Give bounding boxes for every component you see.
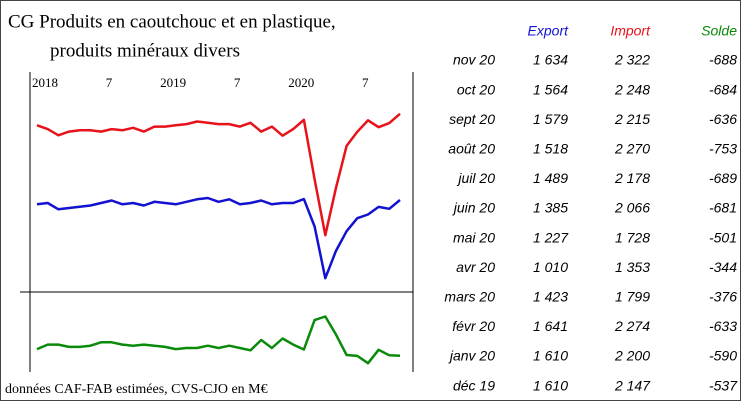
table-cell: 2 215 [614, 111, 650, 127]
row-label: août 20 [448, 141, 495, 157]
table-cell: -681 [709, 200, 737, 216]
row-label: févr 20 [452, 318, 495, 334]
row-label: janv 20 [448, 348, 495, 364]
x-tick-label: 7 [362, 75, 369, 90]
row-label: mars 20 [444, 289, 495, 305]
series-line [36, 112, 401, 237]
table-cell: -753 [709, 141, 737, 157]
table-cell: 1 423 [533, 289, 568, 305]
row-label: mai 20 [453, 229, 495, 245]
row-label: juil 20 [456, 170, 495, 186]
table-cell: -636 [709, 111, 737, 127]
table-cell: 2 274 [614, 318, 650, 334]
table-cell: 1 564 [533, 81, 568, 97]
series-line [36, 196, 401, 280]
table-cell: 2 147 [614, 377, 651, 393]
table-cell: -689 [709, 170, 737, 186]
chart-title: CG Produits en caoutchouc et en plastiqu… [8, 11, 336, 32]
x-tick-label: 7 [106, 75, 113, 90]
row-label: avr 20 [456, 259, 495, 275]
table-cell: -501 [709, 229, 737, 245]
row-label: juin 20 [452, 200, 495, 216]
x-tick-label: 7 [234, 75, 241, 90]
table-cell: 2 178 [614, 170, 650, 186]
table-cell: 1 610 [533, 377, 568, 393]
table-cell: -633 [709, 318, 737, 334]
table-cell: 1 010 [533, 259, 568, 275]
table-cell: -344 [709, 259, 737, 275]
table-cell: -688 [709, 52, 737, 68]
column-header: Solde [701, 23, 737, 39]
x-tick-label: 2019 [160, 75, 186, 90]
table-cell: 1 227 [533, 229, 569, 245]
table-cell: 1 799 [615, 289, 650, 305]
row-label: sept 20 [449, 111, 495, 127]
table-cell: 1 518 [533, 141, 568, 157]
table-cell: -590 [709, 348, 737, 364]
footnote: données CAF-FAB estimées, CVS-CJO en M€ [5, 382, 268, 397]
table-cell: 1 385 [533, 200, 568, 216]
table-cell: 1 634 [533, 52, 568, 68]
series-line [36, 315, 401, 365]
column-header: Import [610, 23, 651, 39]
table-cell: 1 579 [533, 111, 568, 127]
column-header: Export [528, 23, 570, 39]
table-cell: 1 353 [615, 259, 650, 275]
table-cell: 2 200 [614, 348, 650, 364]
row-label: nov 20 [453, 52, 495, 68]
table-cell: 1 728 [615, 229, 650, 245]
table-cell: 1 489 [533, 170, 568, 186]
table-cell: 2 248 [614, 81, 650, 97]
table-cell: 1 641 [533, 318, 568, 334]
table-cell: 1 610 [533, 348, 568, 364]
chart-title: produits minéraux divers [50, 40, 240, 61]
table-cell: -684 [709, 81, 737, 97]
row-label: déc 19 [453, 377, 495, 393]
x-tick-label: 2020 [288, 75, 314, 90]
table-cell: -376 [709, 289, 737, 305]
table-cell: 2 270 [614, 141, 650, 157]
table-cell: -537 [709, 377, 738, 393]
table-cell: 2 322 [614, 52, 650, 68]
table-cell: 2 066 [614, 200, 650, 216]
row-label: oct 20 [457, 81, 495, 97]
x-tick-label: 2018 [32, 75, 58, 90]
